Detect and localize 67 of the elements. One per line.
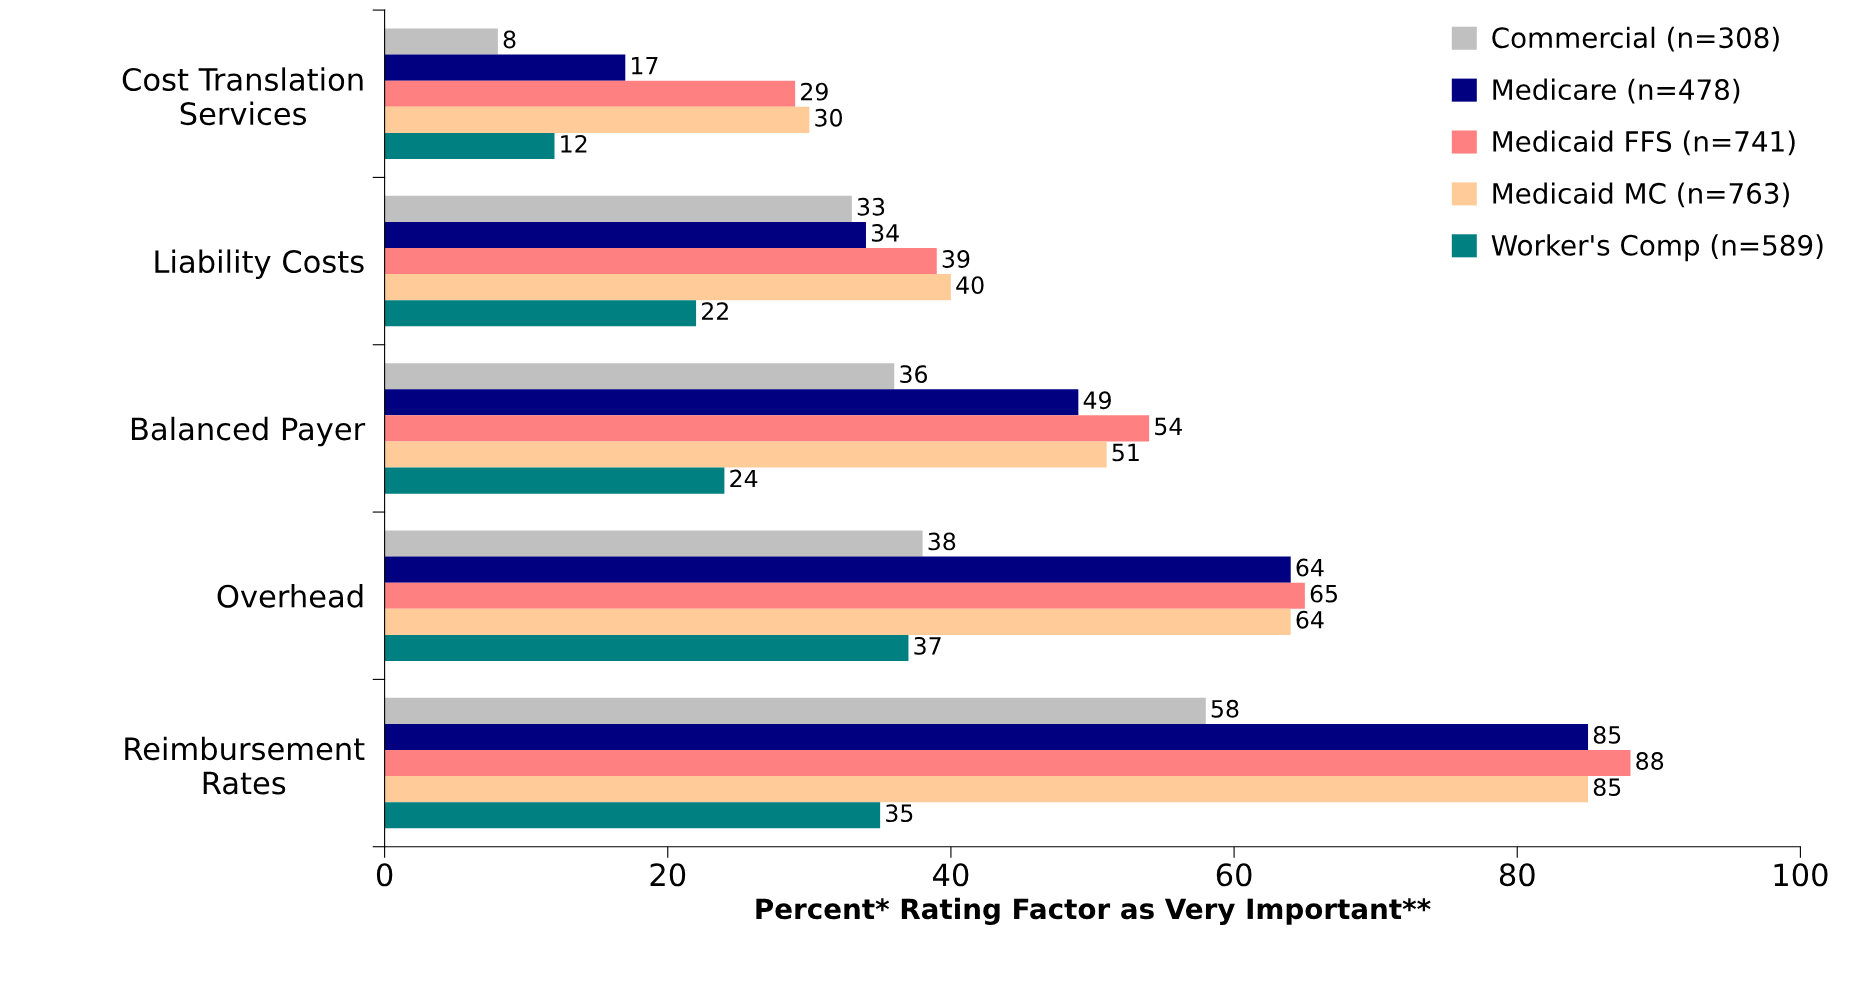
bar — [384, 556, 1291, 583]
data-label: 30 — [815, 108, 842, 127]
data-label: 40 — [956, 276, 984, 295]
x-tick-label: 20 — [650, 863, 686, 887]
x-tick-label: 80 — [1499, 863, 1535, 887]
data-label: 8 — [503, 30, 516, 49]
bar — [384, 363, 895, 390]
bar — [384, 389, 1079, 416]
data-label: 51 — [1112, 443, 1139, 462]
bar — [384, 634, 909, 661]
bar — [384, 723, 1589, 750]
bar — [384, 415, 1150, 442]
data-label: 35 — [886, 804, 913, 823]
y-tick-label: Reimbursement Rates — [125, 736, 365, 795]
bar — [384, 54, 626, 81]
bar — [384, 802, 881, 829]
x-tick-label: 60 — [1216, 863, 1252, 887]
legend-label: Medicaid MC (n=763) — [1493, 182, 1789, 208]
y-tick-label: Liability Costs — [155, 249, 364, 280]
bar — [384, 750, 1631, 777]
x-axis-title: Percent* Rating Factor as Very Important** — [756, 897, 1431, 925]
data-label: 12 — [561, 134, 587, 153]
bar — [384, 530, 923, 557]
legend-label: Commercial (n=308) — [1492, 26, 1779, 52]
data-label: 58 — [1211, 699, 1239, 718]
bar — [384, 467, 725, 494]
bar — [384, 582, 1305, 609]
data-label: 65 — [1310, 584, 1338, 603]
bar — [384, 274, 951, 301]
data-label: 22 — [701, 302, 728, 320]
bar — [384, 221, 866, 249]
data-label: 24 — [730, 469, 758, 488]
data-label: 29 — [801, 82, 828, 101]
bar — [384, 248, 937, 275]
bar — [384, 106, 810, 133]
bar — [384, 776, 1589, 803]
data-label: 54 — [1155, 417, 1183, 436]
data-label: 49 — [1083, 391, 1111, 410]
bar — [384, 441, 1107, 468]
bar — [384, 608, 1291, 635]
data-label: 17 — [632, 56, 658, 75]
data-label: 85 — [1593, 725, 1621, 744]
data-label: 33 — [857, 197, 885, 216]
data-label: 39 — [942, 250, 970, 268]
bar — [384, 697, 1206, 724]
bar — [384, 132, 555, 159]
y-tick-label: Overhead — [217, 584, 363, 608]
bar — [384, 28, 498, 55]
bar — [384, 195, 852, 222]
data-label: 85 — [1593, 778, 1621, 797]
x-tick-label: 40 — [932, 863, 969, 887]
y-tick-label: Cost Translation Services — [122, 67, 363, 126]
x-tick-label: 0 — [376, 863, 393, 887]
legend-label: Medicare (n=478) — [1493, 78, 1740, 104]
data-label: 37 — [914, 636, 941, 655]
bar — [384, 300, 697, 327]
x-tick-label: 100 — [1774, 863, 1828, 887]
legend-label: Medicaid FFS (n=741) — [1493, 130, 1795, 156]
legend-label: Worker's Comp (n=589) — [1491, 234, 1823, 262]
y-tick-label: Balanced Payer — [131, 416, 366, 447]
data-label: 88 — [1636, 752, 1664, 770]
data-label: 38 — [928, 532, 956, 551]
data-label: 34 — [871, 223, 899, 242]
data-label: 36 — [900, 365, 928, 384]
data-label: 64 — [1296, 558, 1324, 577]
bar — [384, 80, 796, 107]
data-label: 64 — [1296, 610, 1324, 629]
